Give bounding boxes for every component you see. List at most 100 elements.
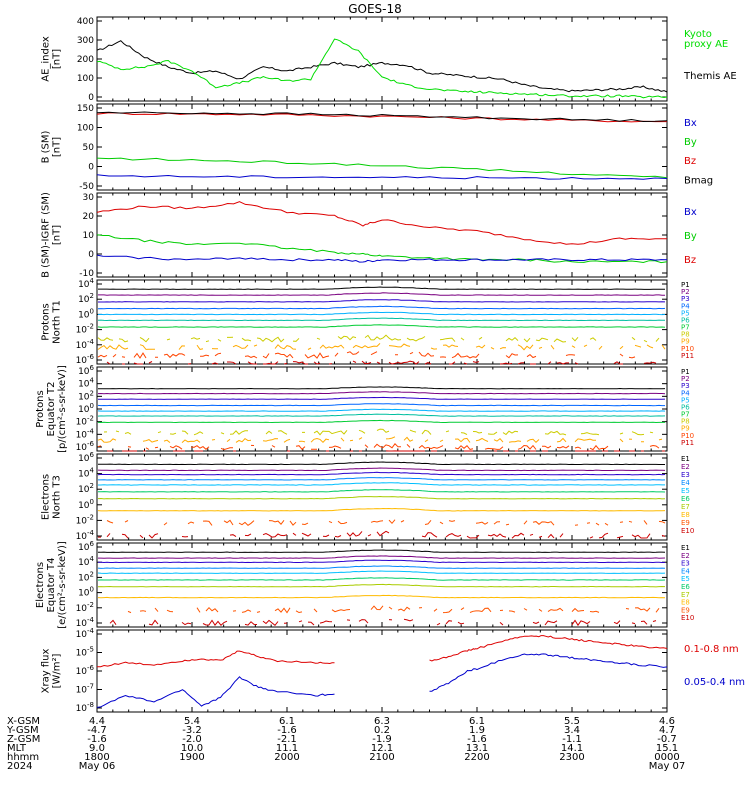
- y-tick-label: 10-6: [76, 440, 95, 453]
- channel-line: [97, 403, 665, 407]
- y-axis-label: B (SM)[nT]: [41, 130, 63, 163]
- y-tick-label: 30: [83, 193, 95, 203]
- legend-channel: E4: [681, 567, 690, 575]
- channel-line: [98, 352, 659, 359]
- channel-line: [97, 311, 666, 316]
- axis-row-value: 15.1: [656, 743, 678, 754]
- y-tick-label: 10-2: [76, 513, 94, 526]
- y-axis-label-line: Xray flux: [41, 649, 52, 694]
- y-axis-label-line: B (SM): [41, 130, 52, 163]
- channel-line: [104, 429, 662, 435]
- channel-line: [97, 419, 665, 424]
- channel-line: [97, 396, 666, 400]
- axis-row-value: 1800: [84, 752, 109, 763]
- legend-channel: P5: [681, 396, 690, 404]
- axis-row-value: 2200: [464, 752, 489, 763]
- legend-channel: P8: [681, 418, 690, 426]
- y-tick-label: 10-6: [76, 664, 95, 677]
- axis-row-label: Z-GSM: [7, 734, 40, 745]
- y-tick-label: 104: [78, 467, 94, 480]
- y-tick-label: 10-2: [76, 415, 94, 428]
- panel-b: -50 0 50 100 150 B (SM)[nT] Bx By Bz Bmag: [41, 103, 713, 192]
- y-axis-label: ElectronsNorth T3: [41, 474, 63, 520]
- y-tick-label: 10-7: [76, 683, 94, 696]
- legend-channel: E3: [681, 560, 690, 568]
- axis-row-value: 2100: [369, 752, 394, 763]
- traces-5: [97, 461, 666, 539]
- legend-channel: E3: [681, 471, 690, 479]
- axis-row-value: -3.2: [182, 725, 202, 736]
- legend-channel: E6: [681, 495, 690, 503]
- y-tick-label: 102: [78, 570, 94, 583]
- channel-line: [97, 413, 666, 417]
- axis-row-value: 11.1: [276, 743, 298, 754]
- y-axis-label-line: North T1: [52, 300, 63, 344]
- y-tick-label: 400: [77, 17, 94, 27]
- y-tick-label: 10-4: [76, 616, 95, 629]
- channel-line: [98, 489, 666, 493]
- y-tick-label: 0: [88, 250, 94, 260]
- channel-line: [97, 507, 666, 512]
- y-tick-label: 10-6: [76, 353, 95, 366]
- orbit-axis-table: X-GSM 4.4 5.4 6.1 6.3 6.1 5.5 4.6Y-GSM -4.7 -3.2-…: [6, 716, 685, 772]
- axis-row-value: 0000: [654, 752, 679, 763]
- legend-entry: 0.1-0.8 nm: [684, 644, 739, 655]
- y-tick-label: 300: [77, 36, 94, 46]
- y-axis-label: Xray flux[W/m²]: [41, 649, 63, 694]
- y-axis-label-line: Electrons: [41, 474, 52, 520]
- axis-row-value: 6.1: [469, 716, 485, 727]
- y-axis-label: B (SM)-IGRF (SM)[nT]: [41, 192, 63, 278]
- channel-line: [97, 594, 666, 599]
- y-tick-label: 10-5: [76, 646, 94, 659]
- channel-line: [97, 570, 666, 574]
- panel-xray: 10-8 10-7 10-6 10-5 10-4 Xray flux[W/m²] 0.1-0…: [41, 627, 746, 714]
- y-axis-label-line: Equator T4: [46, 558, 57, 613]
- legend-channel: E7: [681, 503, 690, 511]
- axis-row-value: -2.1: [277, 734, 297, 745]
- y-axis-label-line: Protons: [35, 390, 46, 427]
- legend-channel: P6: [681, 316, 690, 324]
- axis-row-value: -1.6: [277, 725, 297, 736]
- y-tick-label: 150: [77, 104, 94, 114]
- legend-channel: E10: [681, 614, 694, 622]
- y-tick-label: 10-4: [76, 529, 95, 542]
- axis-row-value: -4.7: [87, 725, 107, 736]
- y-axis-label-line: Protons: [41, 303, 52, 340]
- axis-row-value: -2.0: [182, 734, 202, 745]
- legend-channel: E7: [681, 591, 690, 599]
- axis-row-value: -1.1: [562, 734, 582, 745]
- legend-channel: P6: [681, 403, 690, 411]
- channel-line: [97, 467, 666, 472]
- axis-row-value: 12.1: [371, 743, 393, 754]
- legend-channel: E5: [681, 487, 690, 495]
- y-tick-label: 102: [78, 389, 94, 402]
- channel-line: [97, 436, 663, 444]
- y-axis-label-line: AE_index: [41, 36, 52, 82]
- legend-channel: P2: [681, 375, 690, 383]
- axis-row-value: -0.7: [657, 734, 677, 745]
- panel-frame: [96, 629, 668, 713]
- legend-channel: P3: [681, 295, 690, 303]
- y-tick-label: 100: [77, 74, 94, 84]
- legend-channel: P10: [681, 345, 694, 353]
- y-tick-label: 106: [78, 364, 94, 377]
- series-line: [96, 174, 668, 180]
- axis-row-value: 6.3: [374, 716, 390, 727]
- y-tick-label: 102: [78, 482, 94, 495]
- legend-channel: P2: [681, 288, 690, 296]
- channel-line: [97, 305, 666, 310]
- series-line: [96, 254, 668, 263]
- axis-row-value: 13.1: [466, 743, 488, 754]
- panel-frame: [96, 16, 668, 102]
- axis-row-value: 14.1: [561, 743, 583, 754]
- y-tick-label: 10-4: [76, 338, 95, 351]
- series-line: [96, 38, 668, 99]
- legend-channel: E1: [681, 544, 690, 552]
- legend-channel: P3: [681, 382, 690, 390]
- axis-row-value: 6.1: [279, 716, 295, 727]
- series-line: [96, 40, 668, 93]
- channel-line: [97, 583, 666, 588]
- y-tick-label: 0: [88, 163, 94, 173]
- axis-row-label: MLT: [7, 743, 27, 754]
